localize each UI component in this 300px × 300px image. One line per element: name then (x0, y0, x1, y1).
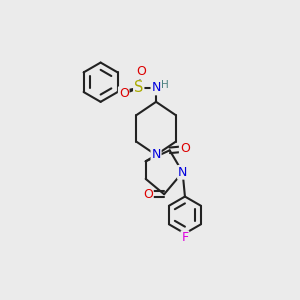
Text: H: H (161, 80, 169, 90)
Text: N: N (178, 166, 187, 179)
Text: N: N (152, 148, 161, 161)
Text: O: O (180, 142, 190, 155)
Text: F: F (182, 231, 188, 244)
Text: O: O (136, 65, 146, 78)
Text: O: O (119, 87, 129, 100)
Text: N: N (152, 82, 161, 94)
Text: O: O (143, 188, 153, 201)
Text: S: S (134, 80, 143, 95)
